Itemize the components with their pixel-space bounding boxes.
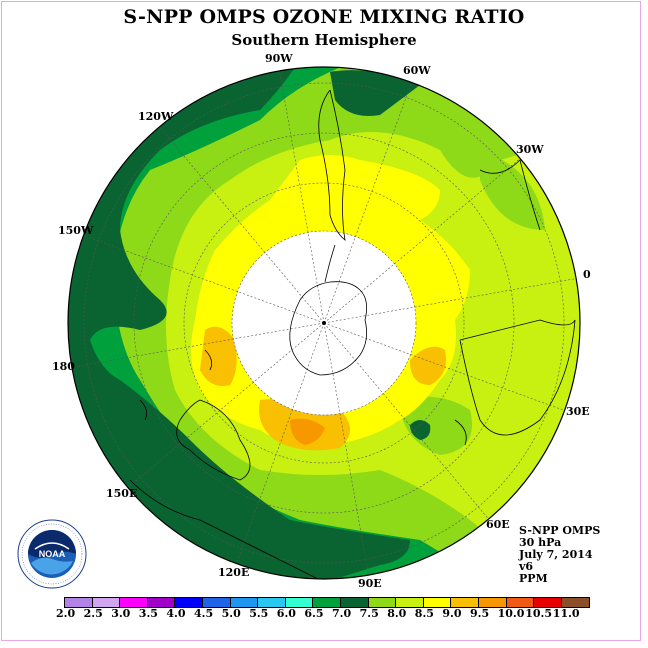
band-dark-green-cell-se [410,420,431,440]
band-orange [290,418,325,445]
info-date: July 7, 2014 [519,548,593,561]
meridian-line [159,126,325,324]
colorbar-segment [396,598,424,607]
colorbar-segment [313,598,341,607]
latitude-circle [183,182,465,464]
colorbar-segment [175,598,203,607]
lon-label-120w: 120W [138,110,174,123]
colorbar-segment [65,598,93,607]
lon-label-90e: 90E [358,577,382,590]
colorbar-tick-label: 4.5 [194,607,214,620]
colorbar-segment [478,598,507,607]
colorbar-segment [561,598,590,607]
band-dark-green-north [330,70,420,116]
meridian-line [83,235,325,324]
meridian-line [236,322,325,564]
colorbar-segment [120,598,148,607]
colorbar-tick-label: 5.0 [221,607,241,620]
info-units: PPM [519,572,548,585]
colorbar-segment [92,598,121,607]
latitude-circle [231,230,417,416]
meridian-line [323,322,489,520]
colorbar [64,597,591,608]
colorbar-tick-label: 6.0 [276,607,296,620]
meridian-line [323,322,565,411]
colorbar-tick-label: 10.5 [525,607,552,620]
colorbar-tick-label: 10.0 [497,607,525,620]
colorbar-segment [340,598,369,607]
page-title: S-NPP OMPS OZONE MIXING RATIO [123,6,525,28]
band-light-green-se [400,396,472,455]
colorbar-segment [534,598,562,607]
coastline-north-africa [479,159,541,231]
lon-label-150w: 150W [58,224,94,237]
colorbar-tick-label: 11.0 [552,607,580,620]
page-subtitle: Southern Hemisphere [231,31,417,49]
meridian-line [127,322,325,488]
colorbar-tick-labels: 2.0 2.5 3.0 3.5 4.0 4.5 5.0 5.5 6.0 6.5 7.0 7.5 8.0 8… [52,607,612,621]
colorbar-segment [506,598,535,607]
colorbar-segment [258,598,286,607]
coastline-australia [176,399,251,481]
meridian-line [323,278,577,324]
colorbar-segment [230,598,259,607]
map-boundary [67,66,581,580]
info-version: v6 [519,560,534,573]
lon-label-120e: 120E [218,566,250,579]
colorbar-segment [285,598,314,607]
latitude-circle [83,82,565,564]
coastline-asia [129,479,321,579]
coastline-new-zealand [139,349,213,421]
band-gold-east [410,346,446,385]
lon-label-30e: 30E [566,405,590,418]
lon-label-90w: 90W [265,52,293,65]
meridian-line [323,322,369,576]
colorbar-segment [202,598,231,607]
lon-label-150e: 150E [106,487,138,500]
colorbar-tick-label: 7.5 [359,607,379,620]
colorbar-tick-label: 3.0 [111,607,131,620]
noaa-logo: NOAA [17,519,87,589]
colorbar-segment [451,598,479,607]
lon-label-30w: 30W [516,143,544,156]
info-instrument: S-NPP OMPS [519,524,601,537]
colorbar-tick-label: 8.0 [387,607,407,620]
colorbar-segment [423,598,452,607]
meridian-line [323,82,412,324]
meridian-line [71,322,325,368]
colorbar-tick-label: 7.0 [332,607,352,620]
colorbar-tick-label: 6.5 [304,607,324,620]
lon-label-60e: 60E [486,518,510,531]
south-pole-marker [322,321,326,325]
latitude-circle [133,132,515,514]
meridian-line [323,158,521,324]
coastline-madagascar [454,419,467,446]
coastline-antarctica [289,281,368,376]
band-dark-green [68,67,410,579]
lon-label-180: 180 [52,360,75,373]
band-light-green-east [480,150,545,230]
colorbar-tick-label: 9.5 [470,607,490,620]
info-level: 30 hPa [519,536,562,549]
figure-frame [1,1,641,641]
colorbar-tick-label: 5.5 [249,607,269,620]
lon-label-60w: 60W [403,64,431,77]
meridian-line [279,70,325,324]
colorbar-tick-label: 2.5 [83,607,103,620]
colorbar-tick-label: 2.0 [56,607,76,620]
colorbar-tick-label: 9.0 [442,607,462,620]
coastline-africa [459,319,576,436]
coastline-south-america [318,89,346,241]
colorbar-tick-label: 8.5 [414,607,434,620]
colorbar-tick-label: 3.5 [138,607,158,620]
colorbar-segment [368,598,397,607]
info-block: S-NPP OMPS 30 hPa July 7, 2014 v6 PPM [519,525,600,585]
band-gold-west [200,326,237,386]
colorbar-segment [147,598,176,607]
colorbar-tick-label: 4.0 [166,607,186,620]
noaa-logo-wordmark: NOAA [39,549,66,559]
coastline-antarctic-peninsula [324,244,336,283]
lon-label-0: 0 [583,268,591,281]
